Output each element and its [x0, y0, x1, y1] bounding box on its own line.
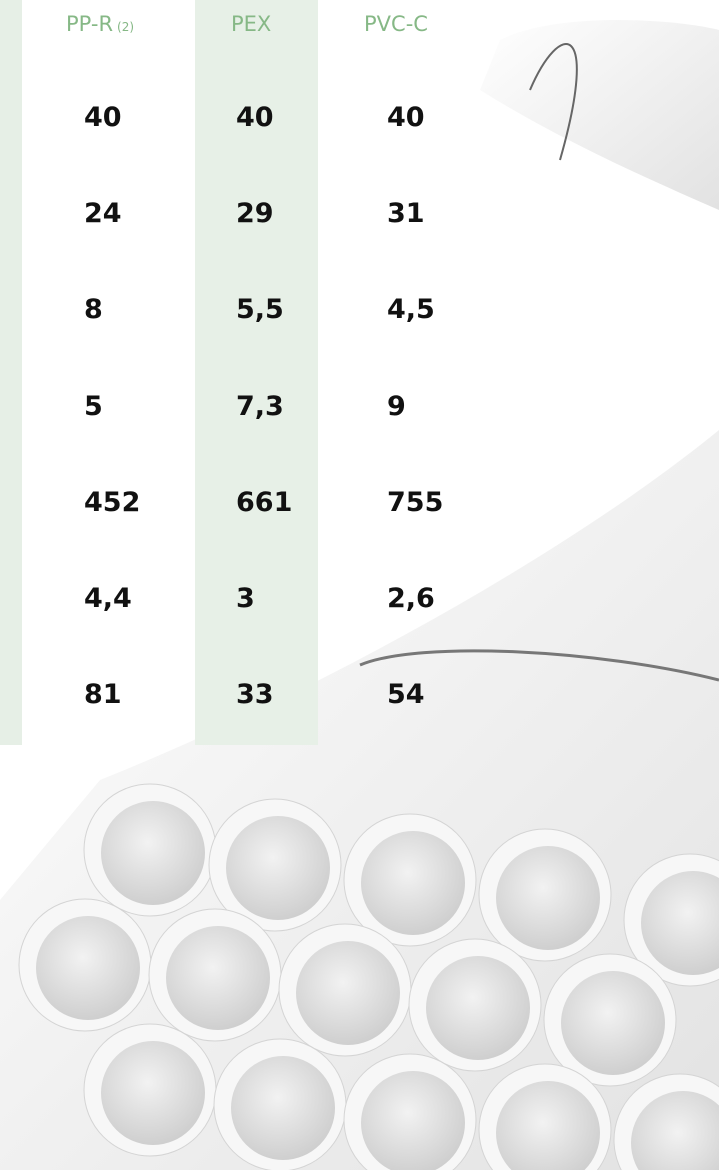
table-cell: 31	[387, 198, 425, 230]
pipe-hole	[561, 971, 665, 1075]
pipe-hole	[296, 941, 400, 1045]
table-cell: 24	[84, 198, 122, 230]
header-note: (2)	[117, 20, 135, 34]
pipe-hole	[496, 846, 600, 950]
table-cell: 40	[236, 102, 274, 133]
table-cell: 33	[236, 679, 274, 711]
pipe-hole	[36, 916, 140, 1020]
pipe-hole	[361, 1071, 465, 1170]
table-cell: 2,6	[387, 583, 435, 614]
header-label: PP-R	[66, 12, 114, 36]
column-header: PEX	[231, 12, 271, 36]
table-cell: 5,5	[236, 294, 284, 326]
pipe-hole	[101, 1041, 205, 1145]
table-cell: 8	[84, 294, 103, 326]
table-cell: 7,3	[236, 390, 284, 422]
pipe-hole	[226, 816, 330, 920]
table-cell: 5	[84, 390, 103, 422]
header-label: PVC-C	[364, 12, 428, 36]
pipe-hole	[361, 831, 465, 935]
pipe-hole	[496, 1081, 600, 1170]
table-cell: 4,5	[387, 294, 435, 326]
table-cell: 4,4	[84, 583, 132, 614]
column-header: PP-R (2)	[66, 12, 134, 36]
header-label: PEX	[231, 12, 272, 36]
tie-wire	[359, 649, 719, 682]
table-cell: 40	[387, 102, 425, 133]
pipe-ends	[18, 783, 719, 1170]
table-cell: 81	[84, 679, 122, 711]
left-strip	[0, 0, 22, 745]
pipe-hole	[166, 926, 270, 1030]
column-header: PVC-C	[364, 12, 428, 36]
table-cell: 3	[236, 583, 255, 614]
pipe-hole	[101, 801, 205, 905]
table-cell: 755	[387, 486, 444, 518]
table-cell: 452	[84, 486, 141, 518]
pipe-hole	[641, 871, 719, 975]
table-cell: 9	[387, 390, 406, 422]
table-cell: 661	[236, 486, 293, 518]
pipe-hole	[426, 956, 530, 1060]
table-cell: 54	[387, 679, 425, 711]
table-cell: 29	[236, 198, 274, 230]
tie-wire	[529, 43, 578, 161]
pipe-hole	[631, 1091, 719, 1170]
table-cell: 40	[84, 102, 122, 133]
coil-top	[480, 20, 719, 210]
highlight-column	[195, 0, 318, 745]
pipe-hole	[231, 1056, 335, 1160]
